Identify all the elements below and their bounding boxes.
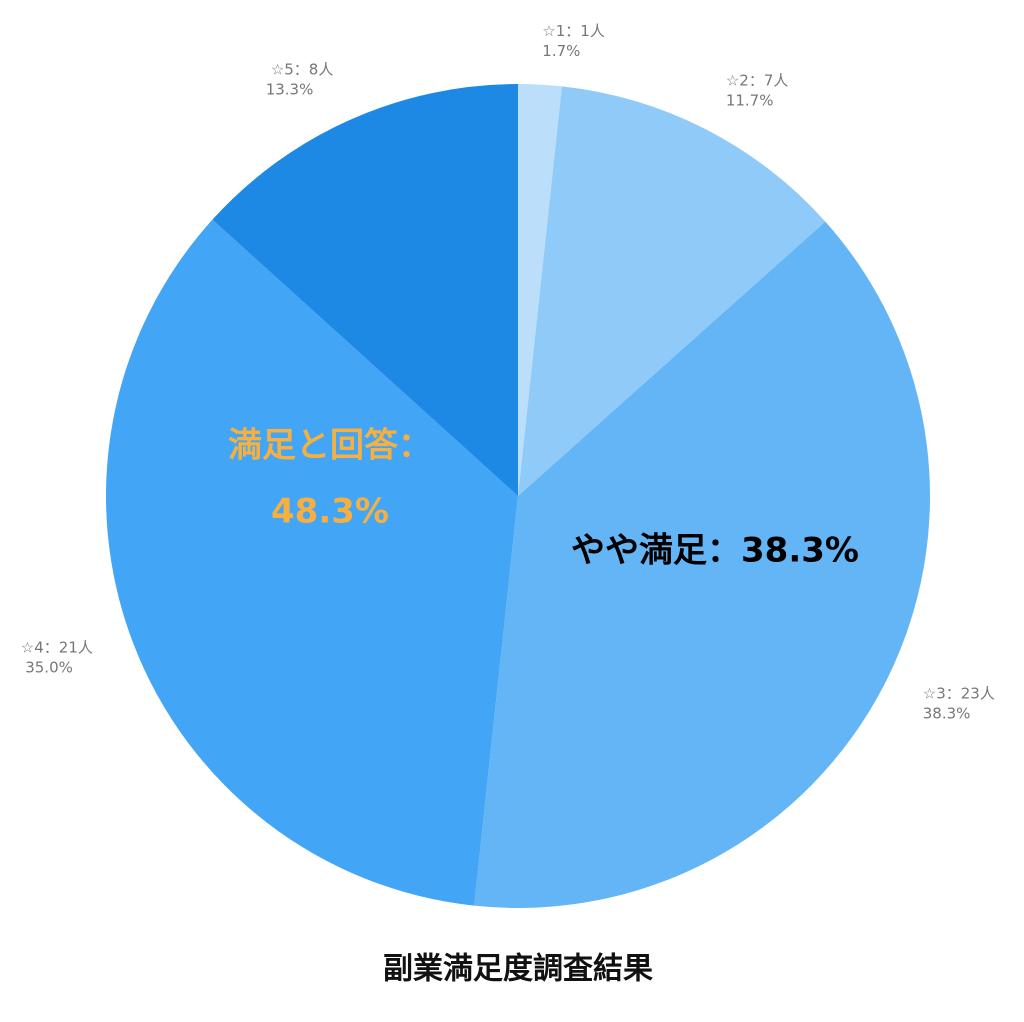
annotation: 48.3% — [271, 492, 389, 532]
slice-value-label: 13.3% — [266, 81, 314, 99]
pie-slice — [105, 219, 518, 906]
slice-label: ☆5：8人 — [271, 61, 334, 79]
slice-label: ☆4：21人 — [21, 639, 93, 657]
slice-value-label: 11.7% — [726, 92, 774, 110]
slice-value-label: 38.3% — [923, 704, 971, 722]
slice-value-label: 35.0% — [25, 659, 73, 677]
pie-slice — [212, 84, 518, 496]
slice-label: ☆1：1人 — [542, 22, 605, 40]
annotation: 満足と回答： — [228, 426, 432, 466]
annotation: やや満足：38.3% — [571, 531, 859, 571]
slice-label: ☆3：23人 — [923, 684, 995, 702]
pie-slice — [518, 84, 562, 496]
pie-slice — [474, 221, 931, 908]
slice-label: ☆2：7人 — [726, 72, 789, 90]
slice-value-label: 1.7% — [542, 42, 580, 60]
chart-title: 副業満足度調査結果 — [383, 952, 653, 987]
pie-slice — [518, 86, 826, 496]
